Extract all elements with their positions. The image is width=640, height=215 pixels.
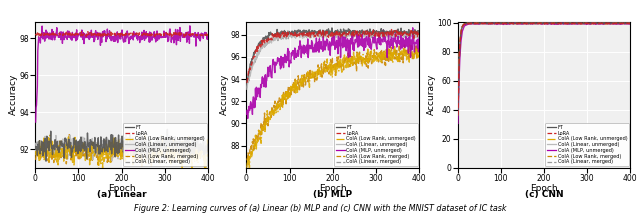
Y-axis label: Accuracy: Accuracy <box>220 74 229 115</box>
Legend: FT, LoRA, ColA (Low Rank, unmerged), ColA (Linear, unmerged), ColA (MLP, unmerge: FT, LoRA, ColA (Low Rank, unmerged), Col… <box>545 123 629 166</box>
Legend: FT, LoRA, ColA (Low Rank, unmerged), ColA (Linear, unmerged), ColA (MLP, unmerge: FT, LoRA, ColA (Low Rank, unmerged), Col… <box>334 123 418 166</box>
Legend: FT, LoRA, ColA (Low Rank, unmerged), ColA (Linear, unmerged), ColA (MLP, unmerge: FT, LoRA, ColA (Low Rank, unmerged), Col… <box>123 123 207 166</box>
Text: (a) Linear: (a) Linear <box>97 190 147 199</box>
Text: (c) CNN: (c) CNN <box>525 190 563 199</box>
Text: (b) MLP: (b) MLP <box>313 190 353 199</box>
Y-axis label: Accuracy: Accuracy <box>426 74 435 115</box>
Text: Figure 2: Learning curves of (a) Linear (b) MLP and (c) CNN with the MNIST datas: Figure 2: Learning curves of (a) Linear … <box>134 204 506 213</box>
X-axis label: Epoch: Epoch <box>530 184 558 193</box>
X-axis label: Epoch: Epoch <box>108 184 136 193</box>
X-axis label: Epoch: Epoch <box>319 184 347 193</box>
Y-axis label: Accuracy: Accuracy <box>9 74 18 115</box>
